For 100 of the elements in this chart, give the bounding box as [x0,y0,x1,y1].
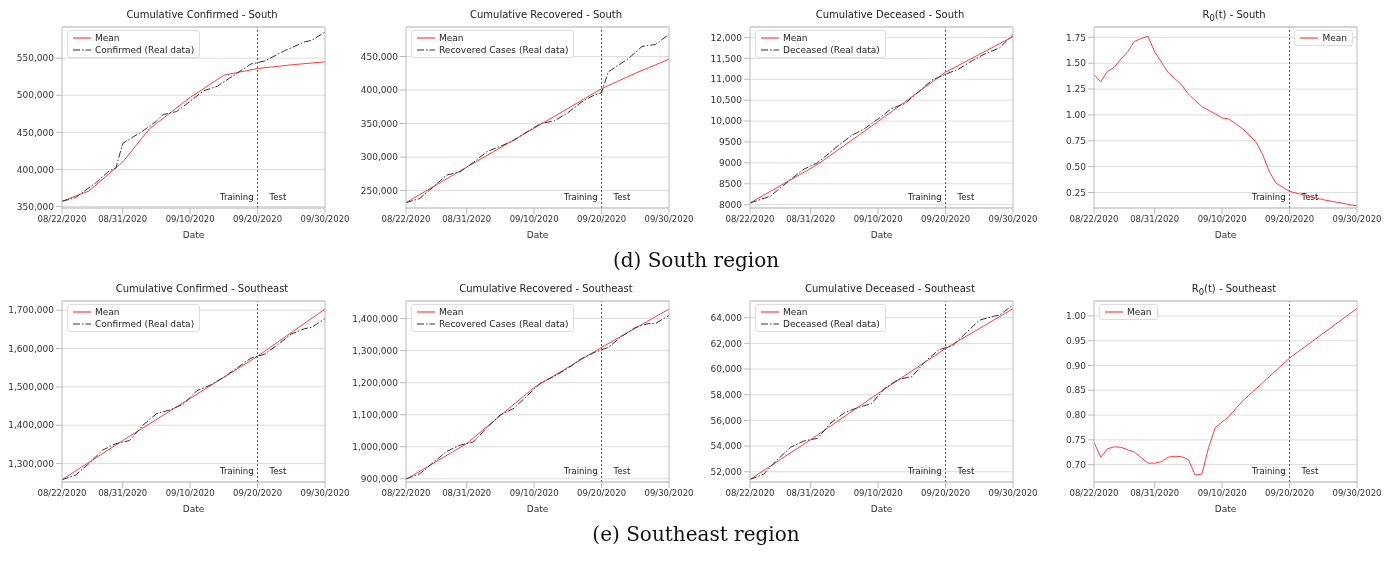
x-tick-label: 09/10/2020 [509,214,559,225]
annotation: Training [563,192,598,202]
y-tick-label: 1.75 [1065,32,1086,43]
annotation: Training [1251,192,1286,202]
y-tick-label: 250,000 [360,185,399,196]
x-tick-label: 09/30/2020 [988,214,1038,225]
x-tick-label: 09/10/2020 [1197,214,1247,225]
y-tick-label: 900,000 [360,473,399,484]
annotation: Test [612,192,631,202]
annotation: Training [1251,466,1286,476]
y-tick-label: 11,000 [710,74,743,85]
x-tick-label: 09/30/2020 [1332,214,1382,225]
y-tick-label: 9500 [719,137,743,148]
y-tick-label: 1,300,000 [8,458,55,469]
legend-label: Confirmed (Real data) [95,318,195,330]
legend-label: Mean [95,306,120,318]
y-tick-label: 11,500 [710,53,743,64]
y-tick-label: 9000 [719,158,743,169]
x-tick-label: 09/20/2020 [1265,214,1315,225]
x-tick-label: 08/31/2020 [1130,488,1180,499]
y-tick-label: 0.25 [1065,187,1086,198]
y-tick-label: 1,300,000 [352,345,399,356]
y-tick-label: 400,000 [360,85,399,96]
x-tick-label: 09/30/2020 [644,214,694,225]
x-tick-label: 08/22/2020 [37,488,87,499]
legend-label: Recovered Cases (Real data) [439,318,569,330]
chart-title: Cumulative Confirmed - Southeast [114,282,290,296]
x-tick-label: 08/22/2020 [37,214,87,225]
x-tick-label: 08/22/2020 [381,214,431,225]
line-series [62,31,325,202]
x-tick-label: 09/20/2020 [577,214,627,225]
x-tick-label: 09/30/2020 [300,214,350,225]
y-tick-label: 56,000 [710,415,743,426]
legend-label: Recovered Cases (Real data) [439,44,569,56]
y-tick-label: 300,000 [360,152,399,163]
x-tick-label: 09/20/2020 [921,488,971,499]
legend-label: Mean [783,306,808,318]
x-tick-label: 08/22/2020 [381,488,431,499]
y-tick-label: 1,200,000 [352,377,399,388]
x-tick-label: 08/31/2020 [98,488,148,499]
x-tick-label: 09/10/2020 [1197,488,1247,499]
y-tick-label: 1,500,000 [8,382,55,393]
y-tick-label: 1.00 [1065,110,1087,121]
x-axis-title: Date [182,504,205,514]
chart-title: R$_{0}$(t) - Southeast [1190,282,1278,297]
y-tick-label: 58,000 [710,389,743,400]
x-tick-label: 09/30/2020 [1332,488,1382,499]
y-tick-label: 0.75 [1065,435,1086,446]
y-tick-label: 1,600,000 [8,343,55,354]
x-tick-label: 09/30/2020 [988,488,1038,499]
annotation: Test [956,192,975,202]
y-tick-label: 1.50 [1065,58,1087,69]
x-axis-title: Date [526,230,549,240]
x-tick-label: 08/31/2020 [786,214,836,225]
x-tick-label: 09/20/2020 [233,488,283,499]
x-axis-title: Date [526,504,549,514]
x-tick-label: 09/30/2020 [300,488,350,499]
y-tick-label: 550,000 [16,53,55,64]
y-tick-label: 0.75 [1065,135,1086,146]
legend-label: Deceased (Real data) [783,44,880,56]
y-tick-label: 350,000 [360,118,399,129]
text: (d) South region [612,248,780,272]
x-tick-label: 08/31/2020 [786,488,836,499]
x-axis-title: Date [870,504,893,514]
x-axis-title: Date [182,230,205,240]
y-tick-label: 8500 [719,178,743,189]
y-tick-label: 54,000 [710,441,743,452]
x-tick-label: 09/10/2020 [165,488,215,499]
x-tick-label: 08/31/2020 [1130,214,1180,225]
text: (e) Southeast region [592,522,800,546]
y-tick-label: 52,000 [710,466,743,477]
y-tick-label: 1,400,000 [352,313,399,324]
y-tick-label: 64,000 [710,312,743,323]
legend-label: Mean [1127,306,1152,318]
y-tick-label: 0.90 [1065,360,1087,371]
line-series [1094,307,1357,476]
y-tick-label: 12,000 [710,32,743,43]
y-tick-label: 1,700,000 [8,305,55,316]
legend-label: Mean [95,32,120,44]
legend-label: Mean [1322,32,1347,44]
chart-title: R$_{0}$(t) - South [1201,8,1267,23]
y-tick-label: 10,000 [710,116,743,127]
annotation: Training [219,192,254,202]
y-tick-label: 1.25 [1065,84,1086,95]
chart-title: Cumulative Recovered - South [469,8,623,22]
y-tick-label: 8000 [719,199,743,210]
y-tick-label: 0.95 [1065,335,1086,346]
x-tick-label: 09/30/2020 [644,488,694,499]
legend-label: Mean [783,32,808,44]
chart-title: Cumulative Confirmed - South [125,8,279,22]
chart-title: Cumulative Deceased - South [814,8,966,22]
chart-title: Cumulative Recovered - Southeast [458,282,634,296]
x-tick-label: 08/22/2020 [1069,488,1119,499]
x-tick-label: 09/10/2020 [853,214,903,225]
y-tick-label: 0.50 [1065,161,1087,172]
annotation: Test [268,466,287,476]
annotation: Test [956,466,975,476]
x-tick-label: 09/10/2020 [509,488,559,499]
x-axis-title: Date [870,230,893,240]
x-tick-label: 09/20/2020 [577,488,627,499]
